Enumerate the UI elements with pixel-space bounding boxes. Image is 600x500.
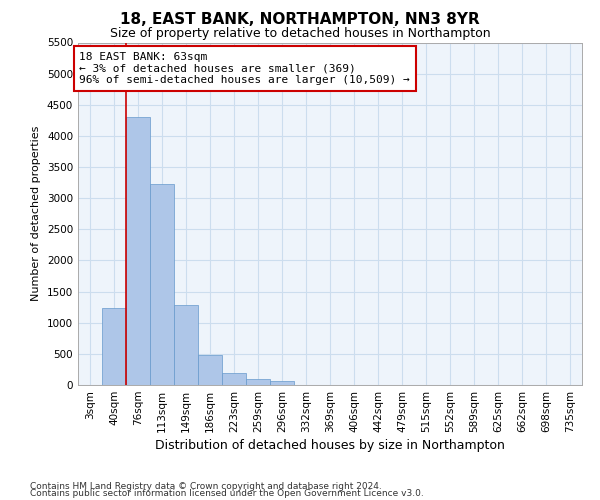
- Text: 18 EAST BANK: 63sqm
← 3% of detached houses are smaller (369)
96% of semi-detach: 18 EAST BANK: 63sqm ← 3% of detached hou…: [79, 52, 410, 85]
- Y-axis label: Number of detached properties: Number of detached properties: [31, 126, 41, 302]
- Text: 18, EAST BANK, NORTHAMPTON, NN3 8YR: 18, EAST BANK, NORTHAMPTON, NN3 8YR: [120, 12, 480, 28]
- Bar: [198, 355, 222, 385]
- Bar: [246, 379, 270, 385]
- Text: Size of property relative to detached houses in Northampton: Size of property relative to detached ho…: [110, 28, 490, 40]
- Text: Contains HM Land Registry data © Crown copyright and database right 2024.: Contains HM Land Registry data © Crown c…: [30, 482, 382, 491]
- Bar: [222, 372, 246, 385]
- Bar: [126, 117, 150, 385]
- Bar: [270, 380, 294, 385]
- Bar: [150, 184, 174, 385]
- Bar: [174, 304, 198, 385]
- Text: Contains public sector information licensed under the Open Government Licence v3: Contains public sector information licen…: [30, 489, 424, 498]
- Bar: [102, 308, 126, 385]
- X-axis label: Distribution of detached houses by size in Northampton: Distribution of detached houses by size …: [155, 439, 505, 452]
